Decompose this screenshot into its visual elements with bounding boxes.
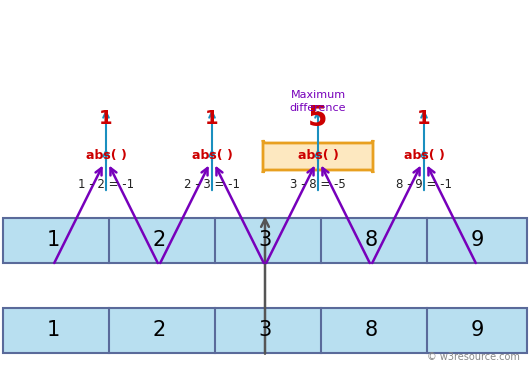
Text: 2 - 3 = -1: 2 - 3 = -1 <box>184 178 240 191</box>
Text: abs( ): abs( ) <box>192 148 232 161</box>
Text: 1: 1 <box>417 108 431 128</box>
Text: 2: 2 <box>152 230 165 250</box>
Text: 8: 8 <box>364 230 378 250</box>
Text: abs( ): abs( ) <box>86 148 127 161</box>
Text: © w3resource.com: © w3resource.com <box>427 352 520 362</box>
Text: 1: 1 <box>99 108 113 128</box>
Text: 9: 9 <box>470 230 484 250</box>
Text: 1: 1 <box>205 108 219 128</box>
Text: 1: 1 <box>46 230 60 250</box>
FancyBboxPatch shape <box>263 140 373 173</box>
Text: 5: 5 <box>308 104 328 132</box>
Text: 1 - 2 = -1: 1 - 2 = -1 <box>78 178 134 191</box>
FancyBboxPatch shape <box>3 217 527 263</box>
Text: abs( ): abs( ) <box>404 148 444 161</box>
FancyBboxPatch shape <box>3 308 527 352</box>
Text: 3: 3 <box>259 230 272 250</box>
Text: 1: 1 <box>46 320 60 340</box>
Text: 8 - 9 = -1: 8 - 9 = -1 <box>396 178 452 191</box>
Text: abs( ): abs( ) <box>297 148 338 161</box>
Text: 2: 2 <box>152 320 165 340</box>
Text: Maximum
difference: Maximum difference <box>290 90 346 113</box>
Text: 3 - 8 = -5: 3 - 8 = -5 <box>290 178 346 191</box>
Text: 9: 9 <box>470 320 484 340</box>
Text: 3: 3 <box>259 320 272 340</box>
Text: 8: 8 <box>364 320 378 340</box>
